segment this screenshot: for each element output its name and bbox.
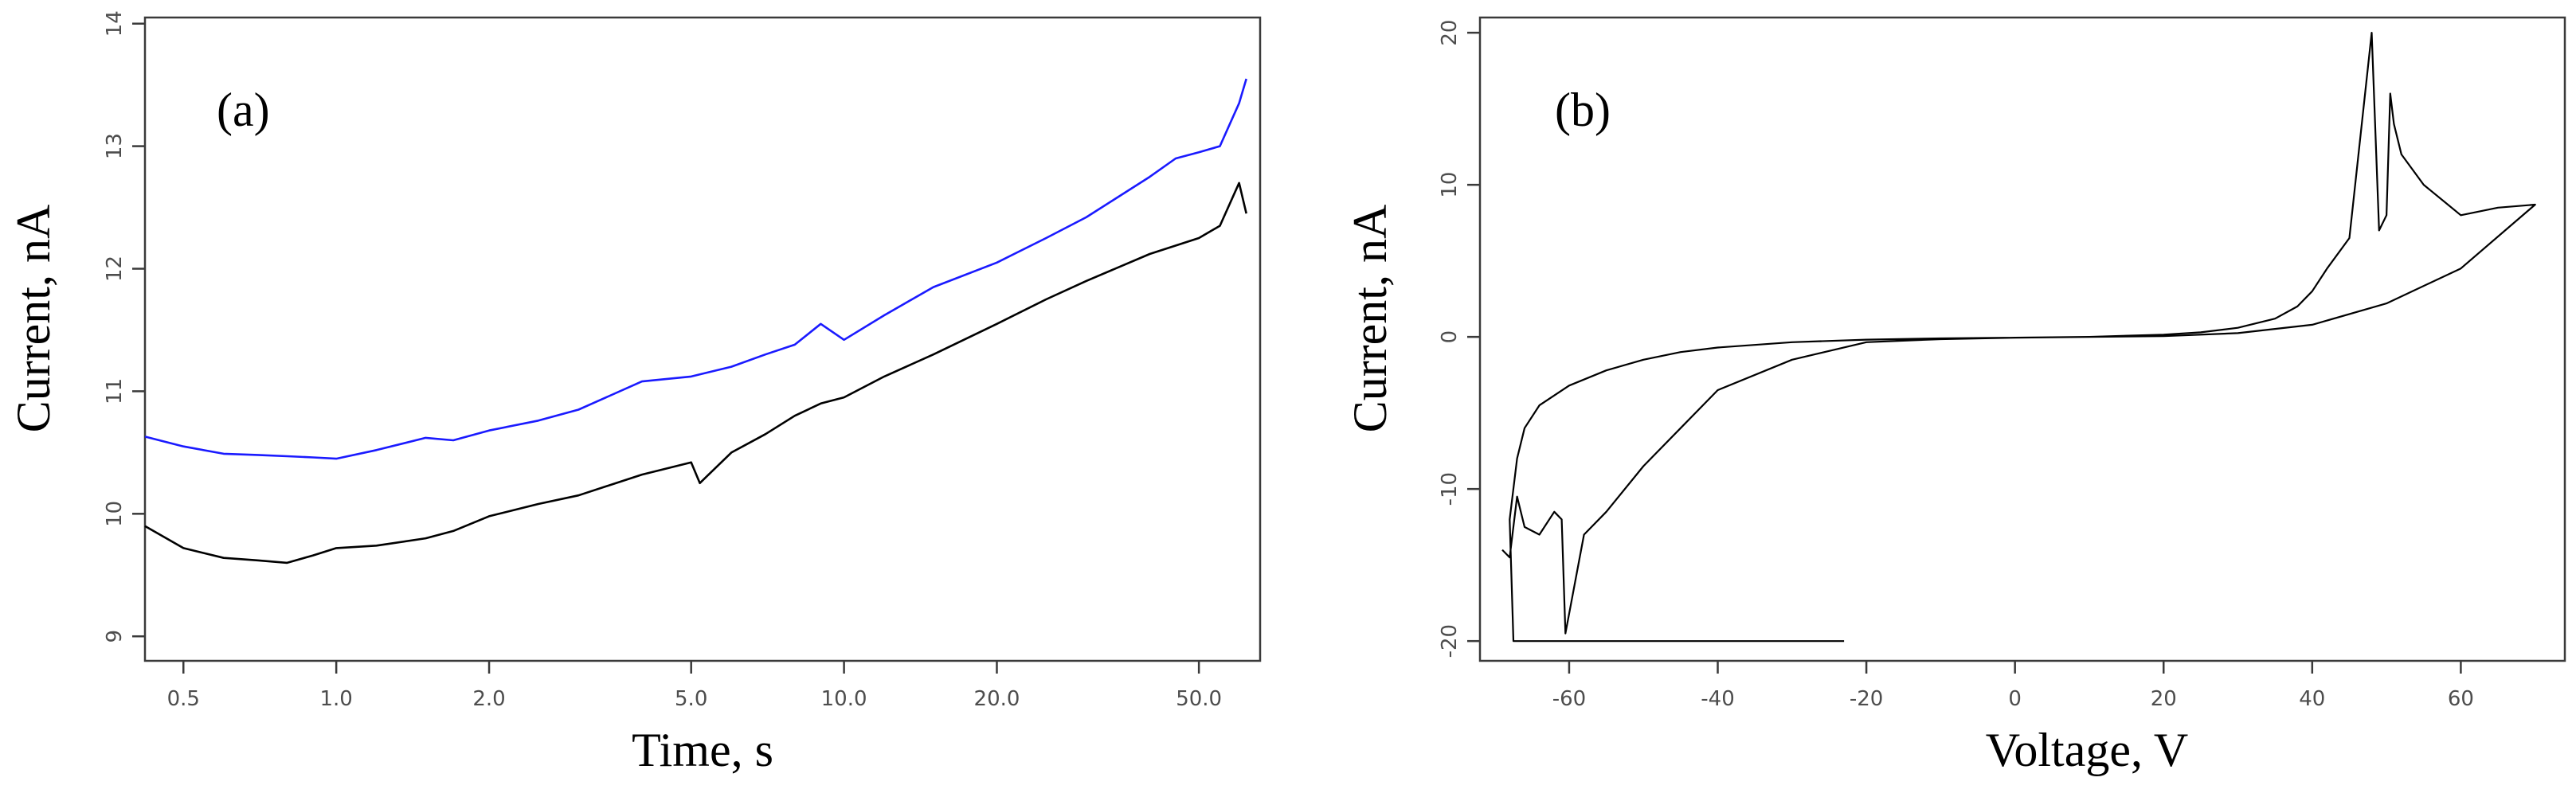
y-tick-label: -20 — [1438, 624, 1462, 658]
x-tick-label: 20.0 — [974, 687, 1020, 711]
y-tick-label: 9 — [103, 630, 127, 643]
y-tick-label: 0 — [1438, 330, 1462, 344]
panel-b-label: (b) — [1555, 84, 1611, 136]
x-tick-label: 40 — [2299, 687, 2325, 711]
panel-b-series-group — [1501, 31, 2536, 643]
x-tick-label: 20 — [2151, 687, 2177, 711]
panel-b-x-ticks: -60 -40 -20 0 20 40 60 — [1552, 661, 2474, 711]
y-tick-label: 10 — [103, 501, 127, 527]
x-tick-label: 2.0 — [472, 687, 505, 711]
x-tick-label: 10.0 — [821, 687, 867, 711]
x-tick-label: -60 — [1552, 687, 1586, 711]
x-tick-label: -40 — [1701, 687, 1734, 711]
panel-b-y-ticks: -20 -10 0 10 20 — [1438, 20, 1480, 658]
panel-a-y-ticks: 9 10 11 12 13 14 — [103, 10, 145, 643]
panel-b-chart: (b) Voltage, V Current, nA -60 -40 -20 0 20 4… — [1344, 16, 2566, 776]
x-tick-label: 0.5 — [167, 687, 200, 711]
series-line-2 — [144, 182, 1247, 564]
panel-b-plot-frame — [1478, 16, 2566, 662]
x-tick-label: 5.0 — [675, 687, 707, 711]
panel-b-x-axis-title: Voltage, V — [1986, 724, 2188, 776]
panel-a-chart: (a) Time, s Current, nA 0.5 1.0 2.0 5.0 10.0… — [7, 10, 1262, 776]
panel-a-label: (a) — [217, 84, 270, 136]
x-tick-label: 60 — [2448, 687, 2474, 711]
series-line-1 — [1501, 31, 2536, 643]
panel-b-y-axis-title: Current, nA — [1344, 205, 1396, 433]
y-tick-label: 13 — [103, 133, 127, 159]
y-tick-label: 20 — [1438, 20, 1462, 46]
series-line-1 — [144, 78, 1247, 460]
x-tick-label: 50.0 — [1176, 687, 1222, 711]
y-tick-label: 11 — [103, 378, 127, 404]
y-tick-label: 10 — [1438, 172, 1462, 198]
x-tick-label: 1.0 — [319, 687, 352, 711]
panel-a-y-axis-title: Current, nA — [7, 205, 60, 433]
x-tick-label: -20 — [1850, 687, 1883, 711]
y-tick-label: 14 — [103, 10, 127, 37]
panel-a-x-ticks: 0.5 1.0 2.0 5.0 10.0 20.0 50.0 — [167, 661, 1222, 711]
x-tick-label: 0 — [2008, 687, 2022, 711]
y-tick-label: -10 — [1438, 472, 1462, 506]
y-tick-label: 12 — [103, 256, 127, 282]
panel-a-plot-frame — [143, 16, 1262, 662]
panel-a-series-group — [144, 78, 1247, 564]
panel-a-x-axis-title: Time, s — [632, 724, 773, 776]
